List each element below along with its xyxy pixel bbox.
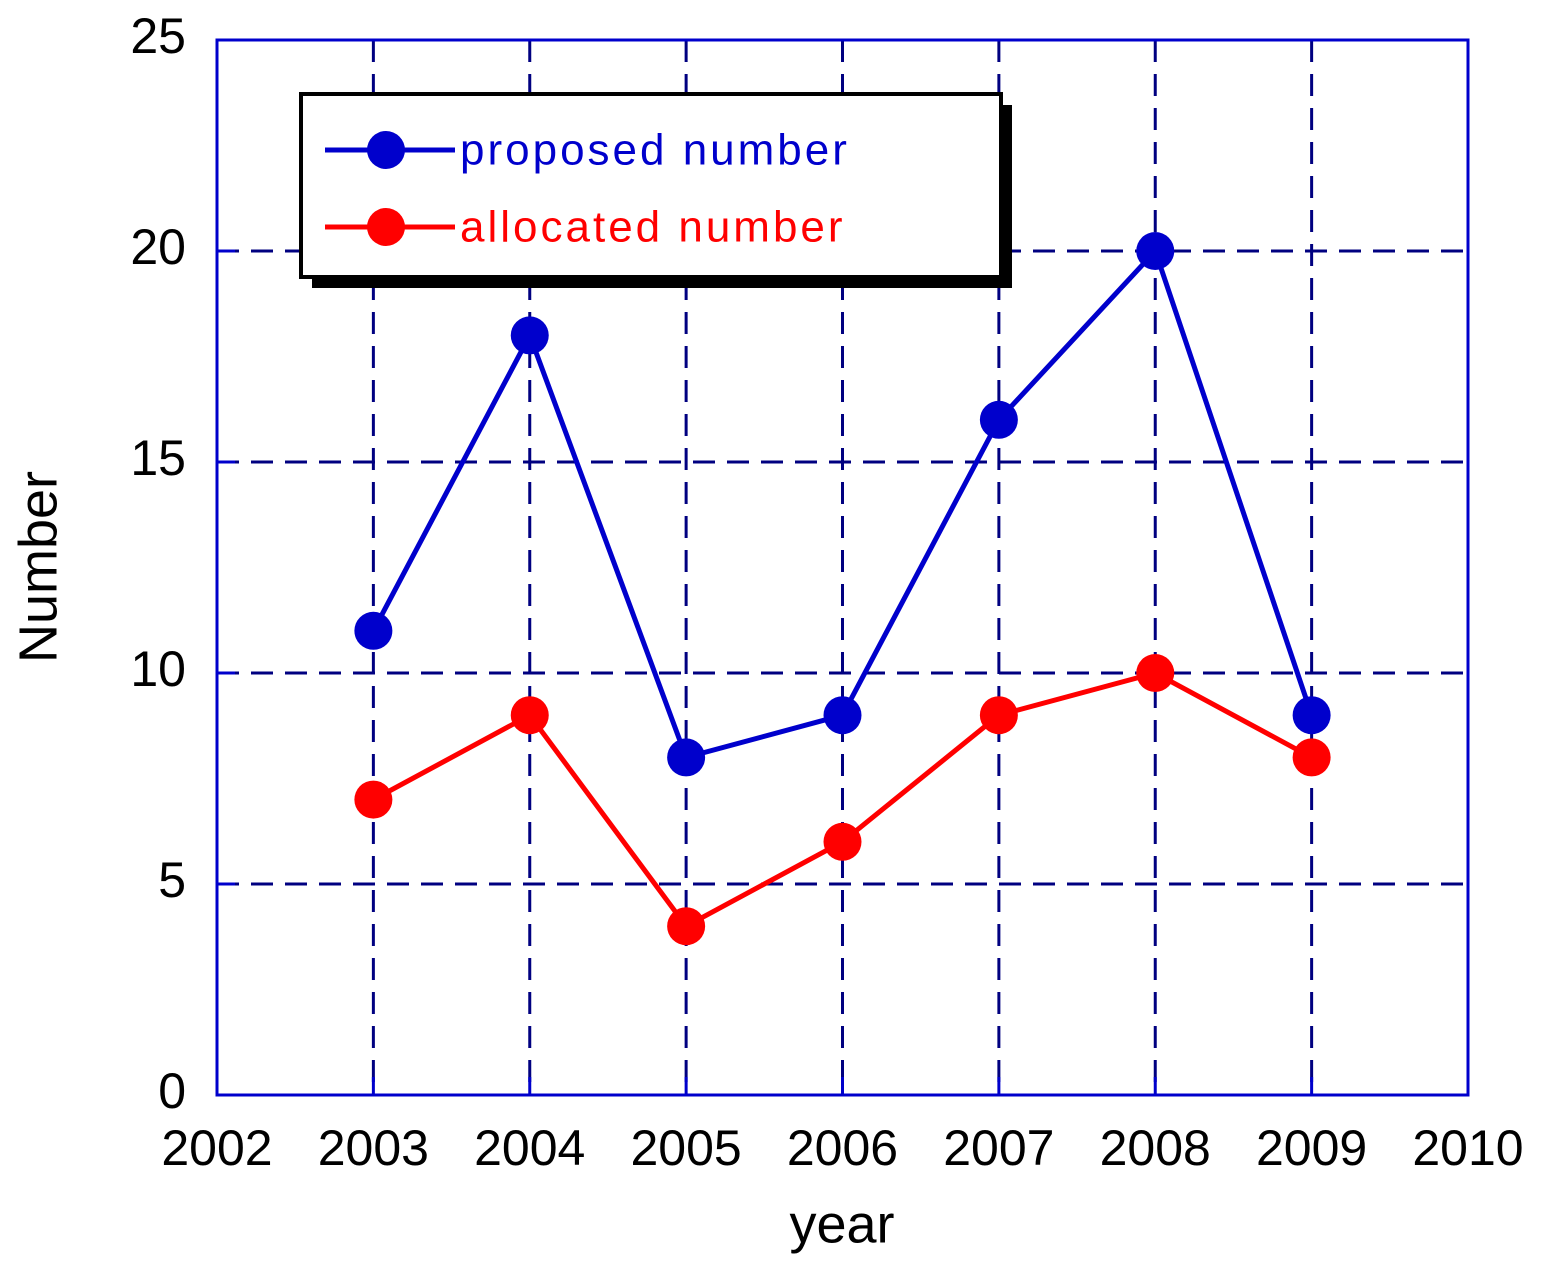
marker — [510, 696, 549, 735]
x-tick-label: 2003 — [318, 1120, 429, 1176]
marker — [823, 822, 862, 861]
y-tick-label: 10 — [130, 641, 186, 697]
marker — [1292, 696, 1331, 735]
marker — [510, 316, 549, 355]
y-tick-label: 5 — [158, 852, 186, 908]
marker — [667, 738, 706, 777]
x-tick-label: 2006 — [787, 1120, 898, 1176]
y-tick-label: 20 — [130, 219, 186, 275]
marker — [979, 400, 1018, 439]
x-axis-label: year — [789, 1194, 894, 1254]
legend: proposed number allocated number — [299, 92, 1012, 288]
y-tick-label: 25 — [130, 8, 186, 64]
marker — [823, 696, 862, 735]
marker — [667, 907, 706, 946]
legend-box — [299, 92, 1003, 279]
y-axis-label: Number — [8, 471, 68, 663]
marker — [354, 611, 393, 650]
legend-label: proposed number — [460, 126, 850, 175]
marker — [1292, 738, 1331, 777]
x-tick-label: 2010 — [1412, 1120, 1523, 1176]
legend-label: allocated number — [460, 203, 846, 252]
x-tick-label: 2007 — [943, 1120, 1054, 1176]
marker — [1136, 654, 1175, 692]
legend-marker — [367, 208, 405, 246]
marker — [354, 780, 393, 819]
x-tick-label: 2002 — [161, 1120, 272, 1176]
y-tick-label: 15 — [130, 430, 186, 486]
marker — [979, 696, 1018, 735]
plot-frame — [215, 38, 1470, 1097]
x-tick-label: 2008 — [1100, 1120, 1211, 1176]
legend-marker — [367, 131, 405, 169]
x-tick-label: 2004 — [474, 1120, 585, 1176]
marker — [1136, 232, 1175, 270]
y-tick-label: 0 — [158, 1063, 186, 1119]
x-tick-label: 2005 — [631, 1120, 742, 1176]
x-tick-label: 2009 — [1256, 1120, 1367, 1176]
